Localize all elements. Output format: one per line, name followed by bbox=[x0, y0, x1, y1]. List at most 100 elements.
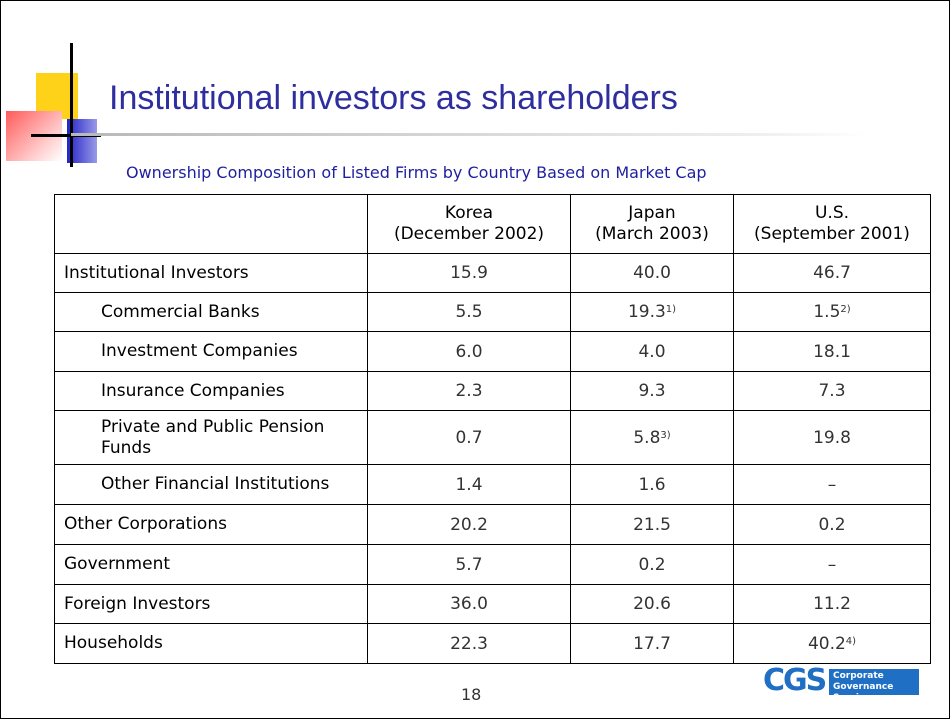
cell-value: 46.7 bbox=[813, 263, 851, 283]
header-line: (March 2003) bbox=[595, 224, 709, 244]
footnote-ref: 2) bbox=[840, 304, 851, 315]
table-cell: 5.83) bbox=[570, 410, 734, 465]
cell-value: 2.3 bbox=[455, 381, 483, 401]
table-cell: 0.7 bbox=[367, 410, 571, 465]
cell-value: 1.5 bbox=[813, 302, 841, 322]
cell-value: – bbox=[827, 474, 837, 495]
cell-value: 5.8 bbox=[633, 427, 661, 448]
cell-value: 20.6 bbox=[633, 594, 671, 614]
table-row: Insurance Companies 2.3 9.3 7.3 bbox=[54, 371, 931, 411]
header-cell: Japan (March 2003) bbox=[570, 194, 734, 254]
row-label: Foreign Investors bbox=[54, 584, 368, 624]
table-cell: 22.3 bbox=[367, 623, 571, 664]
cell-value: 19.3 bbox=[627, 302, 666, 322]
subtitle: Ownership Composition of Listed Firms by… bbox=[126, 163, 707, 182]
table-row: Other Financial Institutions 1.4 1.6 – bbox=[54, 464, 931, 505]
table-cell: 17.7 bbox=[570, 623, 734, 664]
table-row: Institutional Investors 15.9 40.0 46.7 bbox=[54, 253, 931, 293]
table-cell: 40.0 bbox=[570, 253, 734, 293]
cell-value: 4.0 bbox=[638, 341, 666, 362]
table-cell: 46.7 bbox=[733, 253, 931, 293]
table-cell: 11.2 bbox=[733, 584, 931, 624]
table-cell: 1.6 bbox=[570, 464, 734, 505]
row-label-text: Institutional Investors bbox=[64, 262, 249, 283]
logo-caption: Corporate Governance Service bbox=[829, 669, 919, 703]
cell-value: 17.7 bbox=[633, 633, 671, 654]
table-row: Foreign Investors 36.0 20.6 11.2 bbox=[54, 584, 931, 624]
cell-value: 21.5 bbox=[633, 514, 671, 535]
row-label: Government bbox=[54, 544, 368, 585]
footnote-ref: 4) bbox=[845, 635, 857, 647]
table-cell: 20.6 bbox=[570, 584, 734, 624]
header-line: (September 2001) bbox=[754, 224, 910, 244]
cell-value: 5.5 bbox=[455, 302, 483, 322]
table-cell: 1.4 bbox=[367, 464, 571, 505]
table-cell: 9.3 bbox=[570, 371, 734, 411]
row-label-text: Other Corporations bbox=[64, 514, 227, 534]
table-row: Commercial Banks 5.5 19.31) 1.52) bbox=[54, 292, 931, 332]
cell-value: 5.7 bbox=[455, 554, 483, 575]
table: Korea (December 2002) Japan (March 2003) U.S… bbox=[54, 194, 931, 664]
cell-value: – bbox=[827, 554, 837, 575]
row-label-text: Investment Companies bbox=[101, 341, 298, 361]
table-row: Investment Companies 6.0 4.0 18.1 bbox=[54, 331, 931, 372]
cell-value: 40.2 bbox=[807, 633, 846, 654]
cell-value: 0.7 bbox=[455, 427, 483, 448]
table-cell: 0.2 bbox=[733, 504, 931, 545]
row-label: Other Corporations bbox=[54, 504, 368, 545]
title-rule bbox=[71, 133, 871, 136]
table-cell: 5.7 bbox=[367, 544, 571, 585]
row-label: Private and Public Pension Funds bbox=[54, 410, 368, 465]
cell-value: 36.0 bbox=[450, 594, 488, 614]
row-label-text: Commercial Banks bbox=[101, 301, 260, 322]
logo-line: Corporate bbox=[833, 671, 884, 681]
cell-value: 1.4 bbox=[455, 474, 483, 495]
row-label-text: Other Financial Institutions bbox=[101, 474, 330, 494]
row-label-text: Households bbox=[64, 633, 163, 653]
header-line: (December 2002) bbox=[393, 224, 545, 244]
footnote-ref: 1) bbox=[665, 304, 677, 315]
header-cell: Korea (December 2002) bbox=[367, 194, 571, 254]
cell-value: 0.2 bbox=[638, 554, 666, 575]
cell-value: 20.2 bbox=[450, 514, 488, 535]
row-label-text: Private and Public Pension Funds bbox=[101, 416, 325, 458]
table-row: Other Corporations 20.2 21.5 0.2 bbox=[54, 504, 931, 545]
deco-line bbox=[70, 43, 73, 167]
cell-value: 9.3 bbox=[638, 381, 666, 401]
page-number: 18 bbox=[461, 685, 482, 704]
table-cell: – bbox=[733, 464, 931, 505]
table-cell: – bbox=[733, 544, 931, 585]
logo: CGS Corporate Governance Service bbox=[763, 663, 919, 703]
deco-line bbox=[31, 134, 101, 137]
table-cell: 4.0 bbox=[570, 331, 734, 372]
cell-value: 40.0 bbox=[633, 263, 671, 283]
footnote-ref: 3) bbox=[660, 429, 671, 441]
table-cell: 40.24) bbox=[733, 623, 931, 664]
row-label-text: Foreign Investors bbox=[64, 593, 211, 614]
cell-value: 18.1 bbox=[813, 341, 851, 362]
cell-value: 7.3 bbox=[818, 381, 846, 401]
table-cell: 36.0 bbox=[367, 584, 571, 624]
table-row: Households 22.3 17.7 40.24) bbox=[54, 623, 931, 664]
cell-value: 11.2 bbox=[813, 594, 851, 614]
table-cell: 0.2 bbox=[570, 544, 734, 585]
table-cell: 18.1 bbox=[733, 331, 931, 372]
row-label: Investment Companies bbox=[54, 331, 368, 372]
header-cell bbox=[54, 194, 368, 254]
table-cell: 1.52) bbox=[733, 292, 931, 332]
header-cell: U.S. (September 2001) bbox=[733, 194, 931, 254]
table-cell: 19.8 bbox=[733, 410, 931, 465]
cell-value: 0.2 bbox=[818, 514, 846, 535]
row-label-text: Government bbox=[64, 554, 171, 574]
logo-line: Governance Service bbox=[833, 682, 894, 703]
cell-value: 1.6 bbox=[638, 474, 666, 495]
table-row: Government 5.7 0.2 – bbox=[54, 544, 931, 585]
row-label: Households bbox=[54, 623, 368, 664]
table-cell: 2.3 bbox=[367, 371, 571, 411]
cell-value: 22.3 bbox=[450, 633, 488, 654]
table-cell: 19.31) bbox=[570, 292, 734, 332]
header-line: U.S. bbox=[814, 203, 850, 223]
row-label-text: Insurance Companies bbox=[101, 380, 285, 401]
table-cell: 20.2 bbox=[367, 504, 571, 545]
